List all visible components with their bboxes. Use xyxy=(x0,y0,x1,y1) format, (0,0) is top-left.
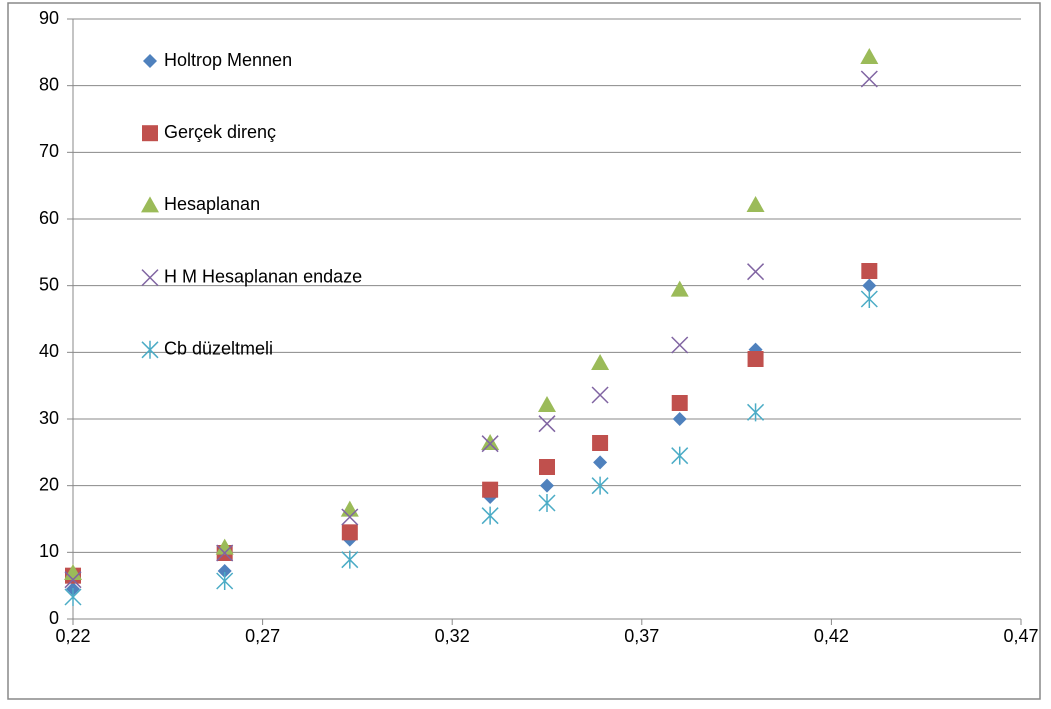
legend-marker xyxy=(143,54,157,68)
x-tick-label: 0,32 xyxy=(435,626,470,646)
x-tick-label: 0,27 xyxy=(245,626,280,646)
y-tick-label: 20 xyxy=(39,474,59,494)
marker-x xyxy=(64,571,82,589)
marker-triangle xyxy=(538,396,556,412)
y-tick-label: 80 xyxy=(39,74,59,94)
marker-triangle xyxy=(670,280,689,297)
y-tick-label: 40 xyxy=(39,341,59,361)
chart-border xyxy=(7,2,1041,700)
marker-star xyxy=(64,588,82,606)
marker-star xyxy=(747,403,765,422)
legend-label: Hesaplanan xyxy=(164,194,260,214)
x-tick-label: 0,47 xyxy=(1003,626,1038,646)
marker-square xyxy=(539,459,555,475)
x-tick-label: 0,42 xyxy=(814,626,849,646)
marker-diamond xyxy=(217,564,232,578)
legend-label: Cb düzeltmeli xyxy=(164,339,273,359)
marker-star xyxy=(860,290,878,308)
y-tick-label: 90 xyxy=(39,8,59,28)
marker-triangle xyxy=(860,48,879,64)
marker-x xyxy=(591,386,609,404)
marker-diamond xyxy=(862,278,877,293)
marker-x xyxy=(216,544,234,562)
legend-marker xyxy=(142,125,158,142)
marker-star xyxy=(538,494,556,512)
marker-diamond xyxy=(593,455,608,470)
marker-square xyxy=(341,524,358,541)
y-tick-label: 50 xyxy=(39,274,59,294)
legend-label: Holtrop Mennen xyxy=(164,50,292,70)
marker-diamond xyxy=(540,478,554,493)
x-tick-label: 0,22 xyxy=(55,626,90,646)
y-tick-label: 30 xyxy=(39,408,59,428)
marker-star xyxy=(671,446,689,465)
marker-x xyxy=(341,508,359,526)
marker-square xyxy=(482,481,499,498)
marker-star xyxy=(216,572,234,590)
legend-marker xyxy=(141,340,159,359)
legend-marker xyxy=(141,196,159,213)
marker-x xyxy=(671,336,689,354)
marker-x xyxy=(860,70,878,88)
y-tick-label: 60 xyxy=(39,208,59,228)
marker-square xyxy=(671,395,688,411)
marker-x xyxy=(538,415,556,433)
marker-square xyxy=(747,351,764,367)
y-tick-label: 70 xyxy=(39,141,59,161)
marker-star xyxy=(341,550,359,569)
marker-square xyxy=(861,263,878,279)
marker-triangle xyxy=(215,538,234,555)
x-tick-label: 0,37 xyxy=(624,626,659,646)
legend-marker xyxy=(141,269,159,287)
marker-square xyxy=(592,435,609,451)
legend-label: H M Hesaplanan endaze xyxy=(164,266,362,286)
marker-diamond xyxy=(672,412,687,426)
marker-triangle xyxy=(591,354,610,370)
y-tick-label: 0 xyxy=(49,608,59,628)
legend-label: Gerçek direnç xyxy=(164,122,276,142)
y-tick-label: 10 xyxy=(39,541,59,561)
marker-triangle xyxy=(481,434,500,450)
marker-x xyxy=(747,263,765,281)
marker-triangle xyxy=(746,196,765,212)
marker-x xyxy=(481,435,499,453)
marker-star xyxy=(591,476,609,495)
marker-star xyxy=(481,506,499,525)
